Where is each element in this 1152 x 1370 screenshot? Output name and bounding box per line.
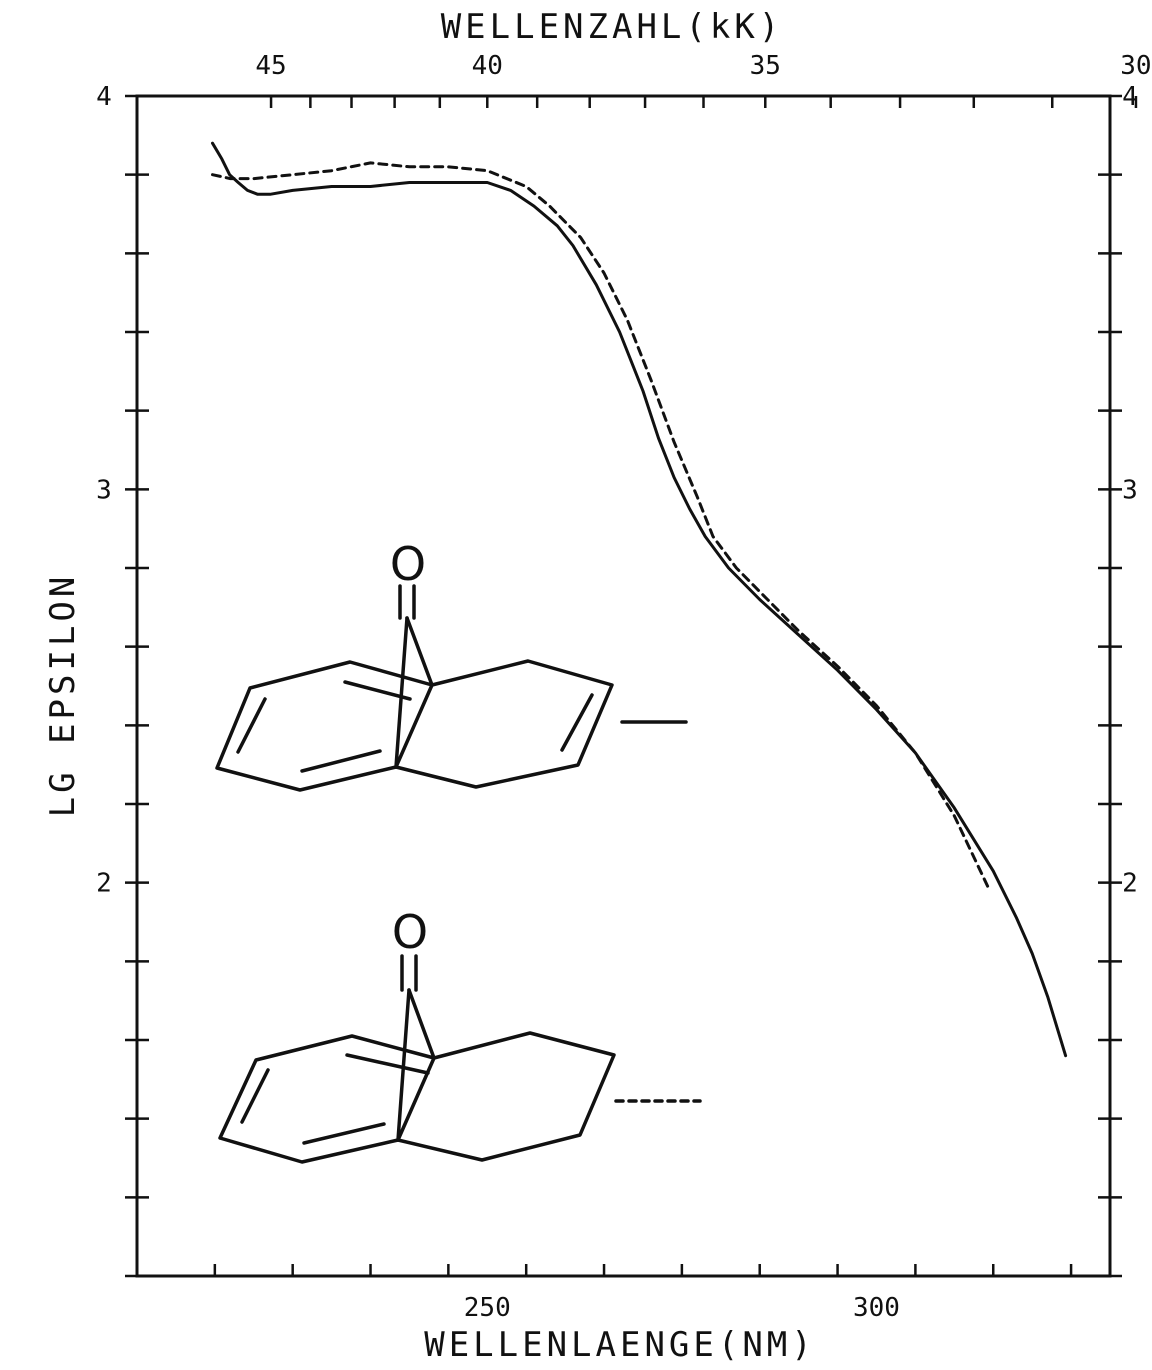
x2-tick-label: 35	[750, 51, 781, 81]
y-tick-label-left: 4	[96, 82, 112, 112]
axis-ticks	[125, 94, 1138, 1278]
y-tick-label-right: 4	[1122, 82, 1138, 112]
x2-tick-label: 40	[472, 51, 503, 81]
plot-frame	[135, 94, 1112, 1278]
oxygen-atom-label: O	[390, 537, 426, 591]
x-tick-label: 300	[853, 1293, 900, 1323]
axis-tick-labels: 250 300 45 40 35 30 2 2 3 3 4 4	[96, 51, 1151, 1323]
y-tick-label-right: 3	[1122, 475, 1138, 505]
top-axis-title: WELLENZAHL(kK)	[441, 7, 784, 47]
y-axis-title: LG EPSILON	[43, 573, 83, 818]
x-tick-label: 250	[464, 1293, 511, 1323]
dashed-series-line	[211, 161, 990, 889]
x2-tick-label: 45	[255, 51, 286, 81]
y-tick-label-right: 2	[1122, 869, 1138, 899]
y-tick-label-left: 2	[96, 869, 112, 899]
bottom-axis-title: WELLENLAENGE(NM)	[424, 1325, 816, 1365]
spectrum-curves	[211, 141, 1068, 1058]
molecule-structure-dashed: O	[218, 905, 702, 1164]
oxygen-atom-label: O	[392, 905, 428, 959]
molecule-structure-solid: O	[215, 537, 688, 792]
y-tick-label-left: 3	[96, 475, 112, 505]
solid-series-line	[211, 141, 1068, 1058]
x2-tick-label: 30	[1120, 51, 1151, 81]
